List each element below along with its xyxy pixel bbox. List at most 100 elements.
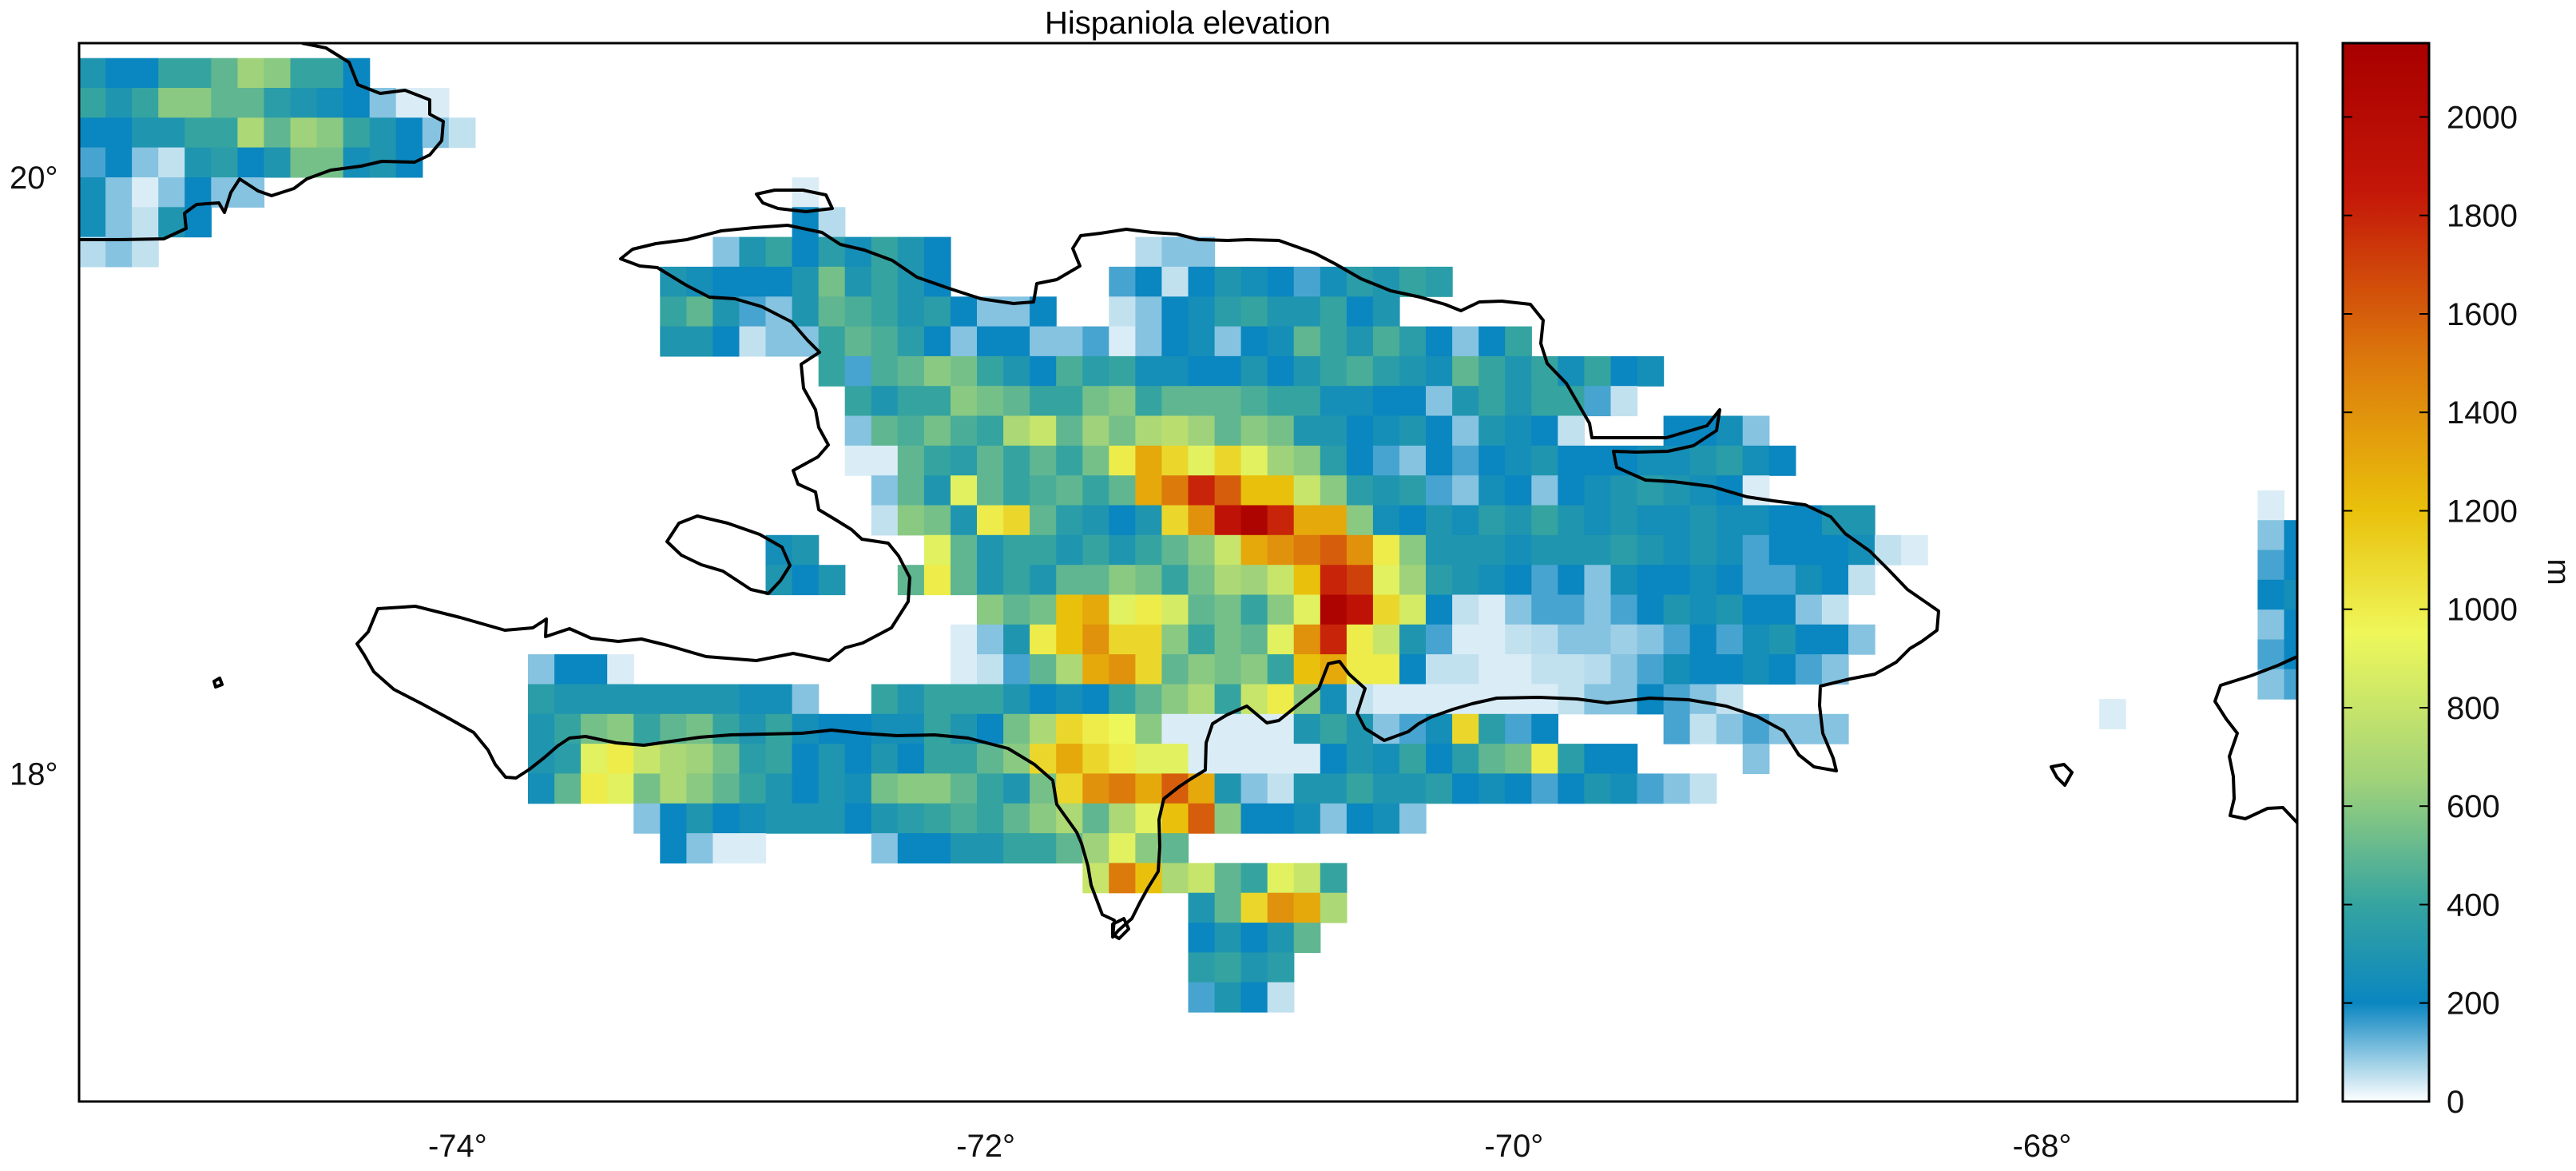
elevation-cell (1030, 355, 1057, 387)
elevation-cell (1558, 654, 1585, 685)
elevation-cell (132, 177, 159, 208)
elevation-cell (1426, 594, 1453, 625)
elevation-cell (871, 296, 899, 327)
elevation-cell (1663, 565, 1691, 596)
elevation-cell (1346, 475, 1374, 506)
elevation-cell (1188, 415, 1216, 447)
elevation-cell (1161, 355, 1189, 387)
elevation-cell (581, 654, 608, 685)
elevation-cell (792, 534, 820, 566)
elevation-cell (686, 773, 714, 804)
elevation-cell (1030, 803, 1057, 834)
coastline-hispaniola (355, 224, 1940, 939)
elevation-cell (1320, 594, 1348, 625)
elevation-cell (1346, 386, 1374, 417)
elevation-cell (1346, 415, 1374, 447)
elevation-cell (1214, 773, 1242, 804)
elevation-cell (1479, 415, 1506, 447)
elevation-cell (1240, 684, 1268, 715)
elevation-cell (1188, 565, 1216, 596)
elevation-cell (211, 147, 238, 178)
elevation-cell (897, 266, 925, 297)
elevation-cell (528, 684, 555, 715)
elevation-cell (554, 773, 581, 804)
elevation-cell (1240, 415, 1268, 447)
elevation-cell (1109, 654, 1136, 685)
elevation-cell (1214, 803, 1242, 834)
elevation-cell (1399, 534, 1427, 566)
elevation-cell (1135, 386, 1163, 417)
elevation-cell (1346, 565, 1374, 596)
elevation-cell (1056, 355, 1083, 387)
elevation-cell (1742, 565, 1770, 596)
elevation-cell (844, 355, 872, 387)
elevation-cell (1479, 386, 1506, 417)
elevation-cell (1372, 565, 1400, 596)
elevation-cell (1135, 624, 1163, 655)
elevation-cell (633, 803, 661, 834)
elevation-cell (1372, 475, 1400, 506)
elevation-cell (1479, 773, 1506, 804)
elevation-cell (1214, 923, 1242, 953)
elevation-cell (1320, 296, 1348, 327)
elevation-cell (1689, 773, 1717, 804)
elevation-cell (1188, 863, 1216, 894)
elevation-cell (951, 624, 978, 655)
elevation-cell (1320, 654, 1348, 685)
coastline-navassa-island (212, 677, 224, 689)
elevation-cell (1901, 534, 1928, 566)
elevation-cell (1610, 565, 1638, 596)
elevation-cell (1848, 565, 1875, 596)
elevation-cell (1346, 624, 1374, 655)
elevation-cell (1795, 534, 1823, 566)
elevation-cell (1320, 624, 1348, 655)
elevation-cell (1479, 713, 1506, 744)
elevation-cell (1135, 565, 1163, 596)
elevation-cell (158, 58, 185, 89)
elevation-cell (1214, 565, 1242, 596)
elevation-cell (739, 773, 767, 804)
coastline-cuba (79, 43, 445, 241)
elevation-cell (1267, 355, 1295, 387)
elevation-cell (1135, 744, 1163, 774)
elevation-cell (1610, 624, 1638, 655)
elevation-cell (923, 296, 951, 327)
elevation-cell (1161, 415, 1189, 447)
elevation-cell (1003, 445, 1030, 476)
elevation-cell (2257, 490, 2285, 521)
elevation-cell (1082, 684, 1109, 715)
elevation-cell (1003, 534, 1030, 566)
elevation-cell (1161, 296, 1189, 327)
elevation-cell (1161, 594, 1189, 625)
elevation-cell (1161, 236, 1189, 268)
elevation-cell (1426, 415, 1453, 447)
elevation-cell (211, 117, 238, 149)
elevation-cell (1293, 624, 1321, 655)
elevation-cell (1426, 624, 1453, 655)
elevation-cell (1082, 654, 1109, 685)
elevation-cell (897, 744, 925, 774)
elevation-cell (1030, 386, 1057, 417)
elevation-cell (1161, 803, 1189, 834)
elevation-cell (1161, 713, 1189, 744)
elevation-cell (818, 355, 846, 387)
elevation-cell (158, 147, 185, 178)
elevation-cell (1135, 773, 1163, 804)
elevation-cell (1214, 624, 1242, 655)
elevation-cell (1135, 684, 1163, 715)
elevation-cell (1346, 803, 1374, 834)
elevation-cell (1399, 594, 1427, 625)
elevation-cell (818, 773, 846, 804)
elevation-cell (1109, 534, 1136, 566)
elevation-cell (712, 236, 740, 268)
elevation-cell (1214, 415, 1242, 447)
elevation-cell (1372, 355, 1400, 387)
elevation-cell (1452, 565, 1479, 596)
elevation-cell (977, 803, 1004, 834)
elevation-cell (1030, 713, 1057, 744)
elevation-cell (1399, 415, 1427, 447)
elevation-cell (1479, 594, 1506, 625)
elevation-cell (1240, 565, 1268, 596)
elevation-cell (1240, 475, 1268, 506)
elevation-cell (1320, 534, 1348, 566)
